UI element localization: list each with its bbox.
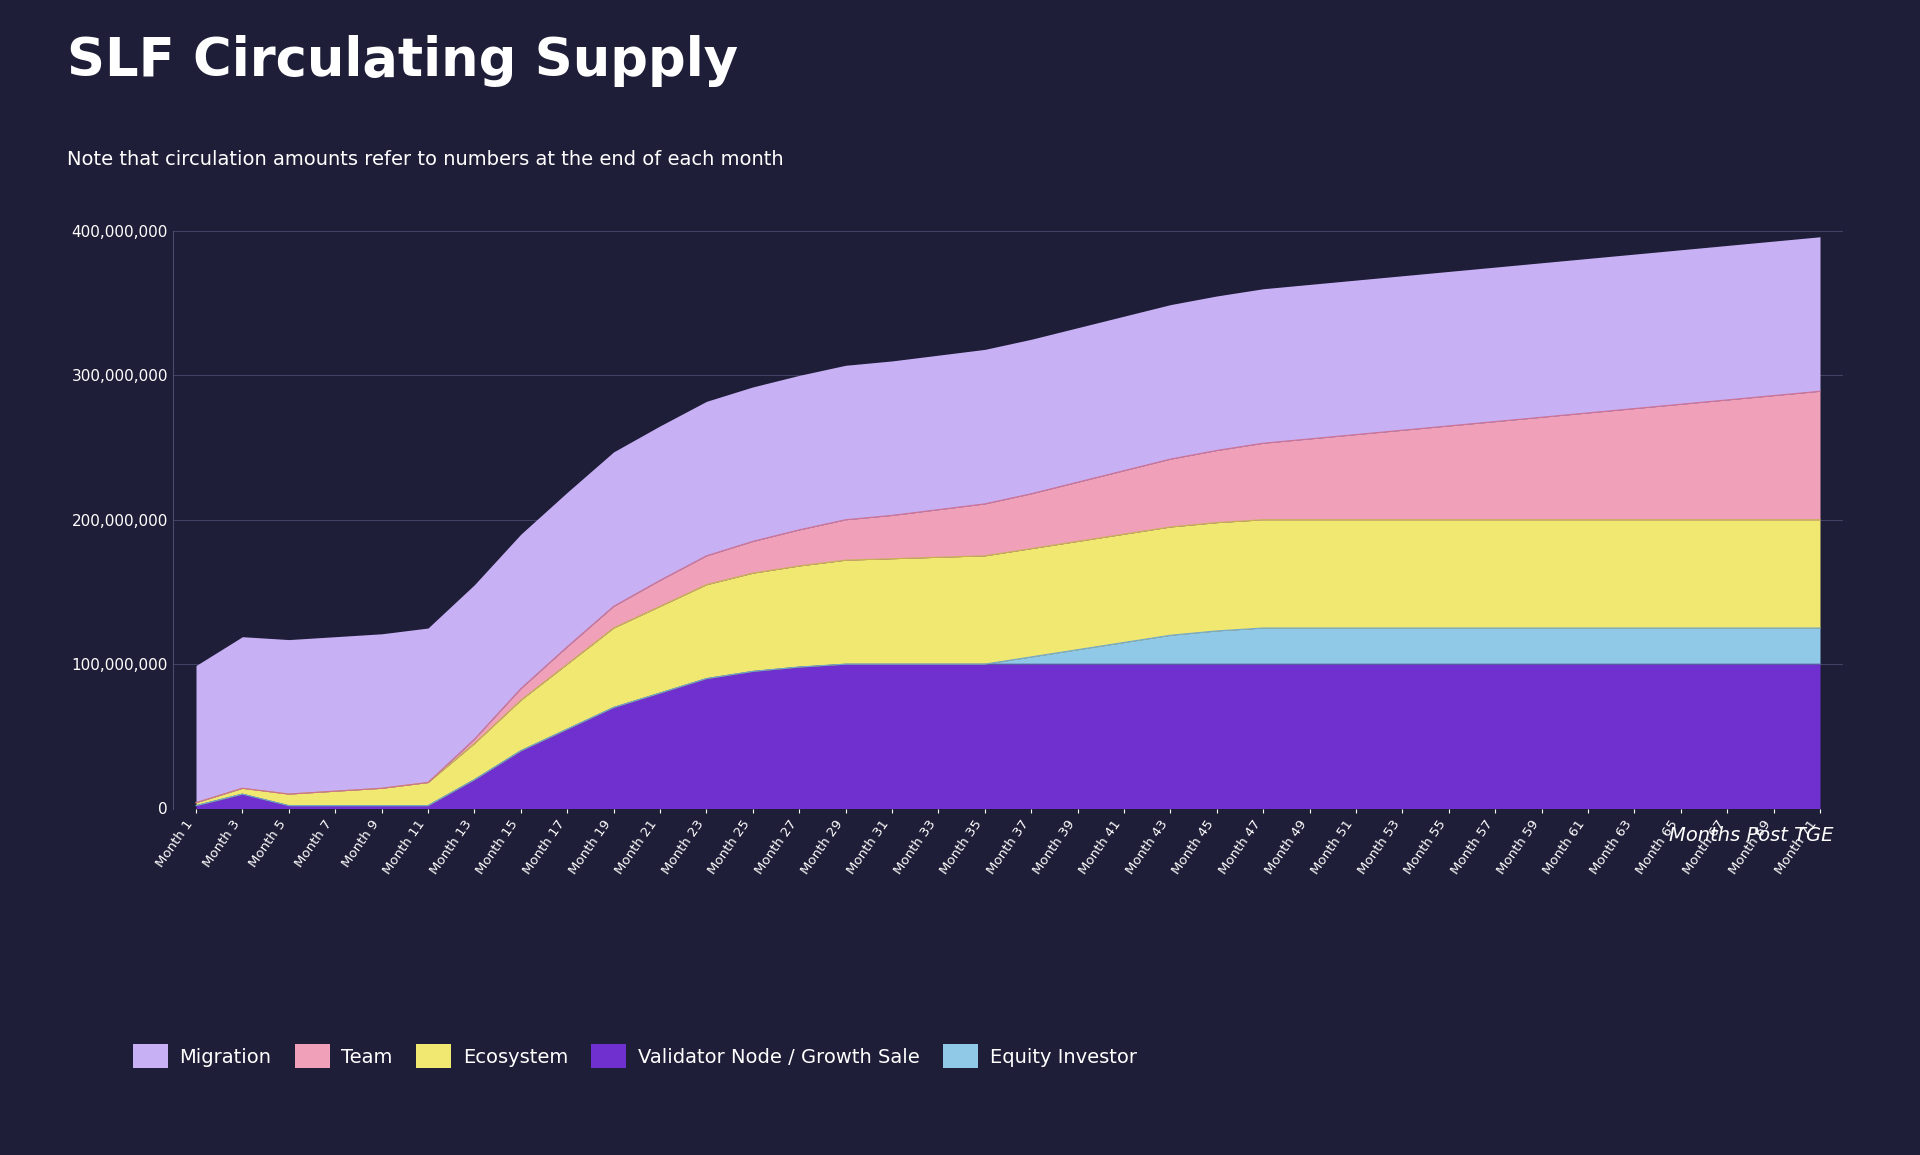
Text: Months Post TGE: Months Post TGE xyxy=(1668,826,1834,844)
Text: Note that circulation amounts refer to numbers at the end of each month: Note that circulation amounts refer to n… xyxy=(67,150,783,169)
Text: SLF Circulating Supply: SLF Circulating Supply xyxy=(67,35,739,87)
Legend: Migration, Team, Ecosystem, Validator Node / Growth Sale, Equity Investor: Migration, Team, Ecosystem, Validator No… xyxy=(125,1037,1144,1076)
